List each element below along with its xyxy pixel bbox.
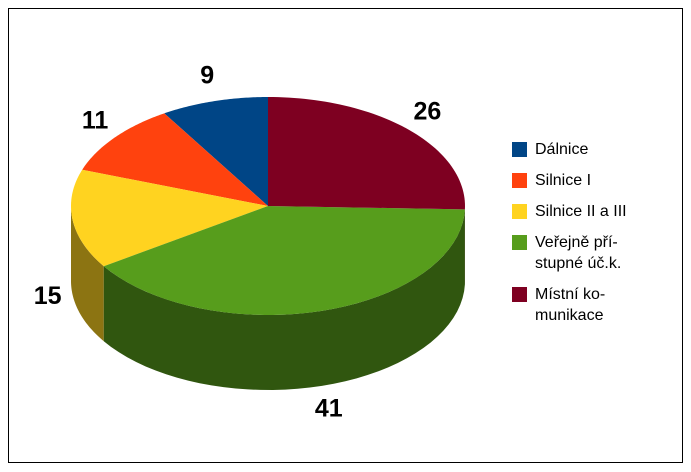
value-label: 26 xyxy=(413,97,441,125)
slice xyxy=(71,169,268,267)
value-label: 15 xyxy=(34,282,62,310)
slice xyxy=(268,97,465,210)
slice-side xyxy=(103,209,465,390)
value-label: 41 xyxy=(315,394,343,422)
slice xyxy=(164,97,268,206)
legend-swatch xyxy=(512,173,527,188)
legend-swatch xyxy=(512,204,527,219)
legend-swatch xyxy=(512,235,527,250)
slice-side xyxy=(71,206,104,342)
legend-label: Veřejně pří- stupné úč.k. xyxy=(535,234,622,272)
legend-swatch xyxy=(512,287,527,302)
legend-label: Silnice II a III xyxy=(535,203,627,220)
slice xyxy=(103,206,465,315)
legend-label: Místní ko- munikace xyxy=(535,286,606,324)
value-label: 9 xyxy=(200,62,214,90)
legend-label: Silnice I xyxy=(535,172,592,189)
legend-swatch xyxy=(512,142,527,157)
slice xyxy=(82,113,268,206)
legend-label: Dálnice xyxy=(535,141,589,158)
value-label: 11 xyxy=(82,107,109,135)
